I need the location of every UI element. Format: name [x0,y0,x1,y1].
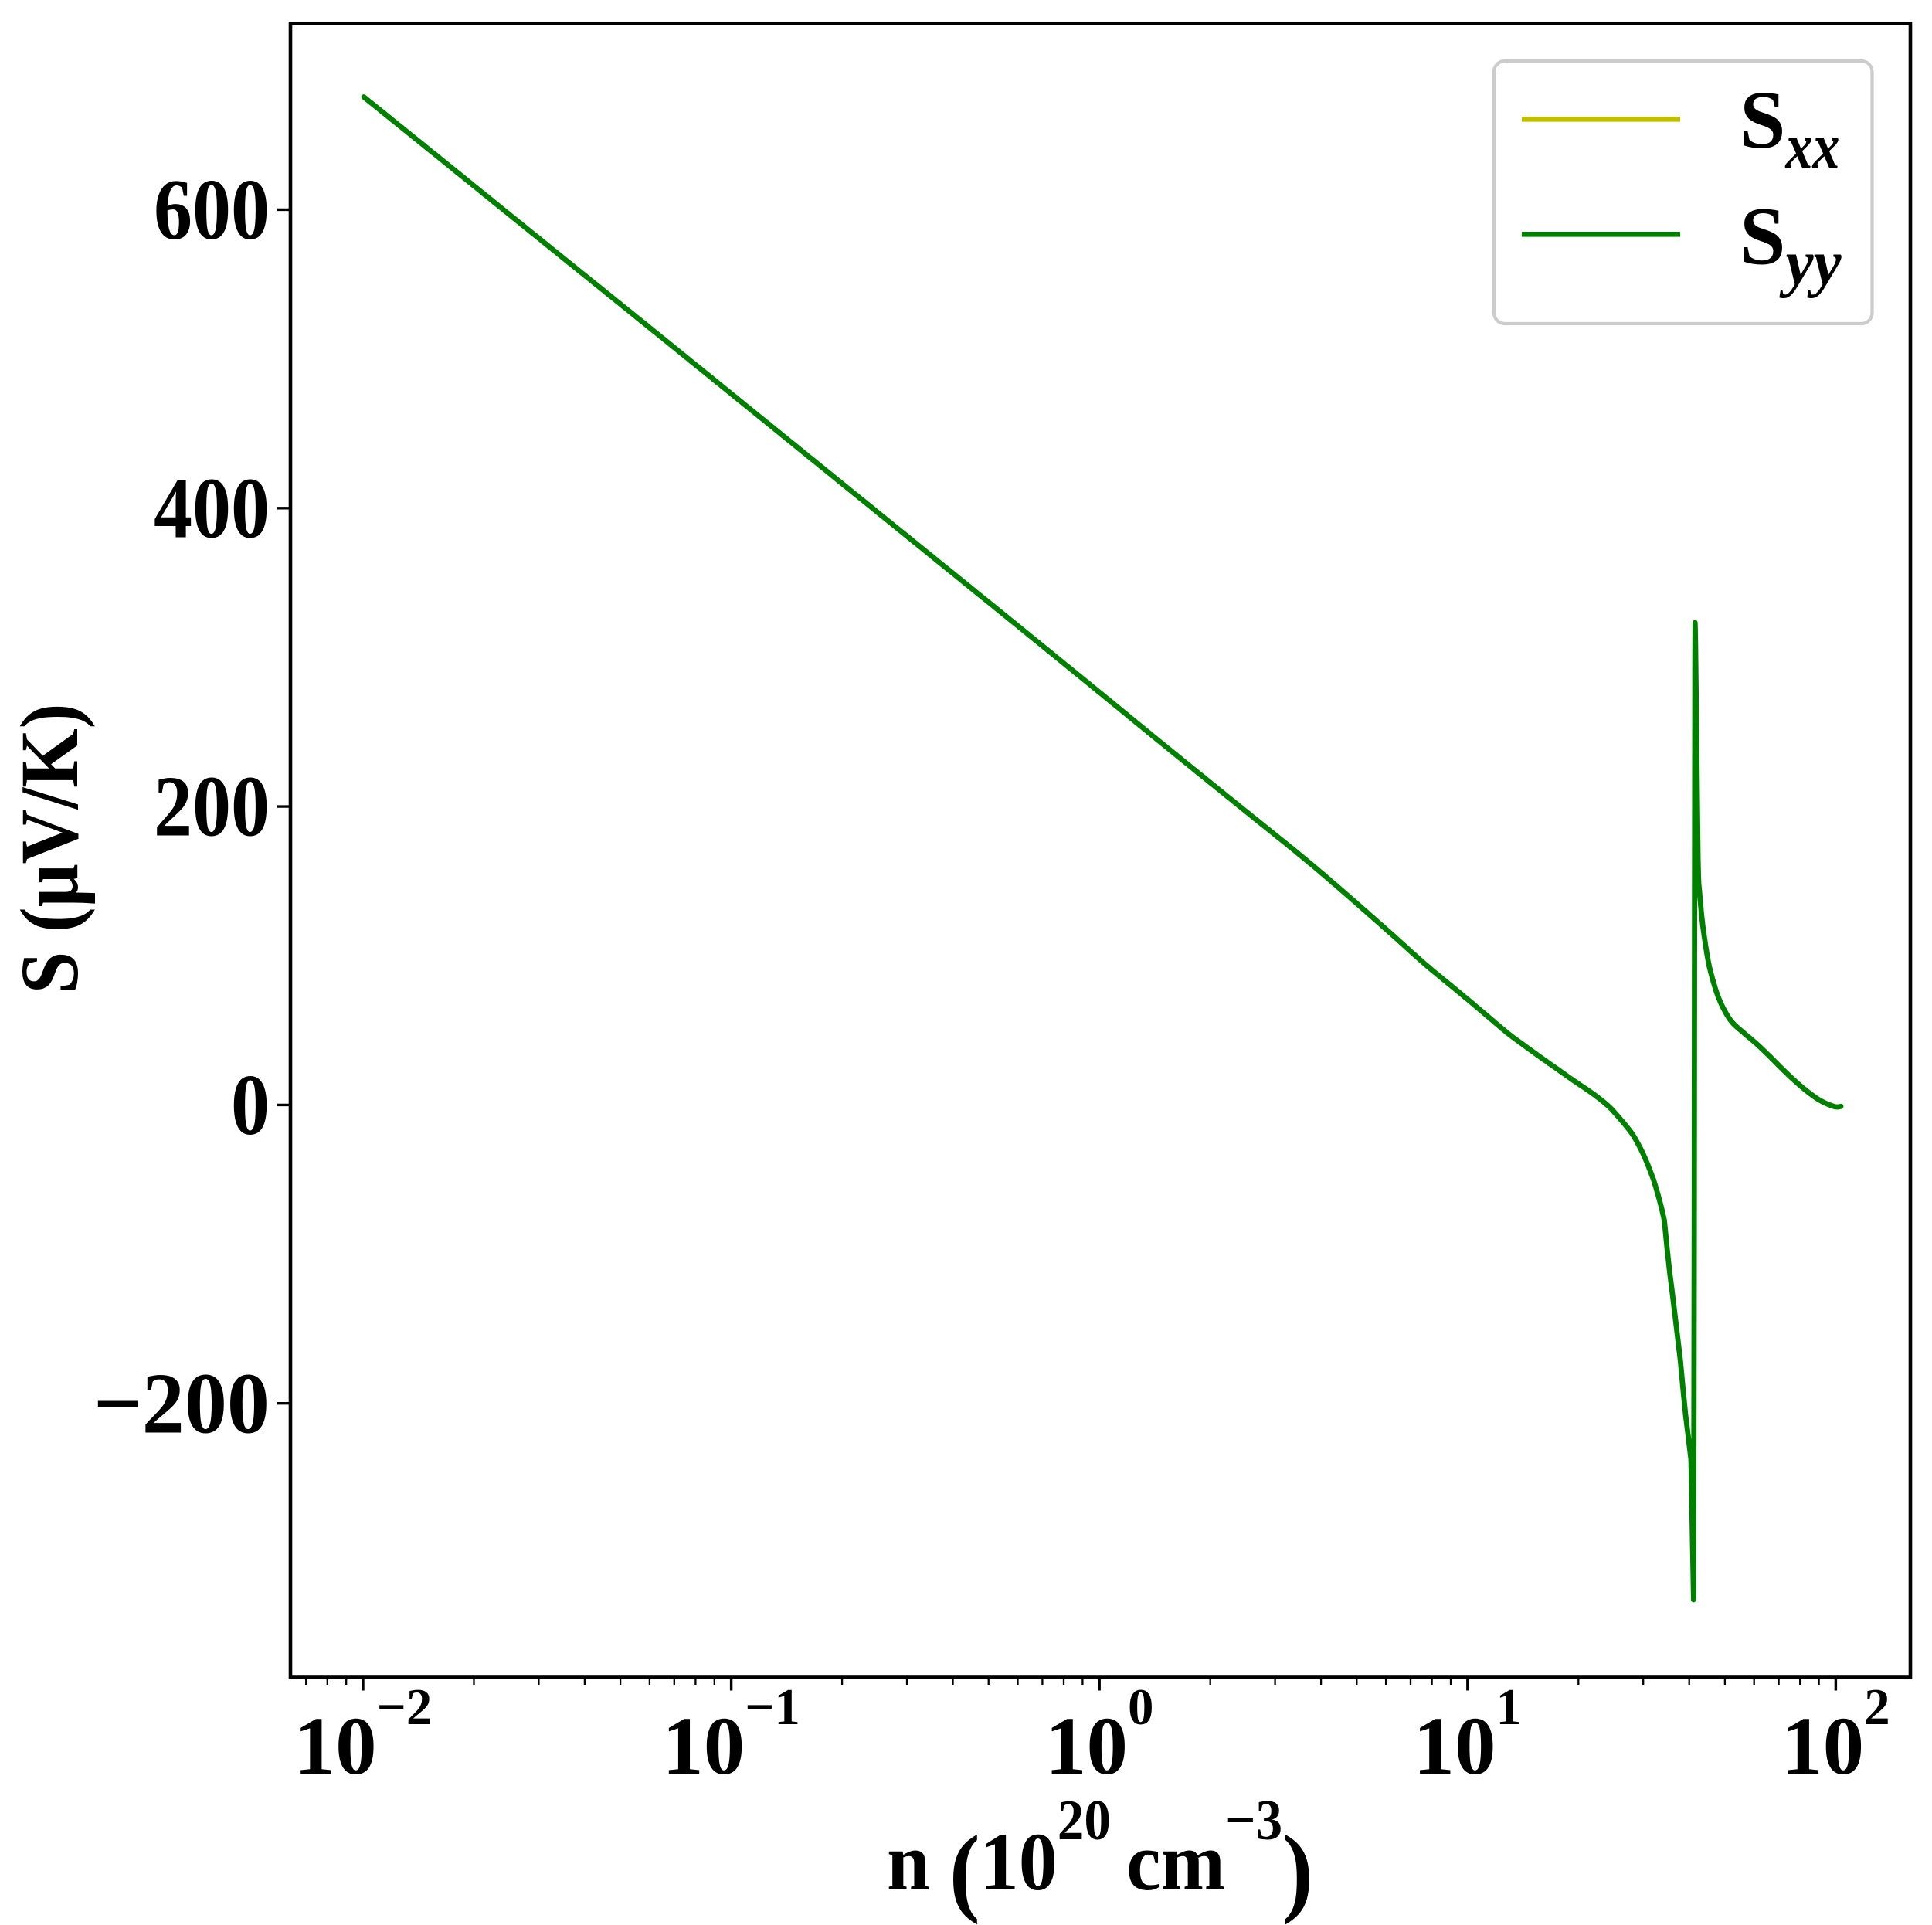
svg-text:200: 200 [154,759,270,855]
svg-text:S (μV/K): S (μV/K) [5,704,96,994]
svg-text:0: 0 [231,1058,270,1153]
svg-text:−200: −200 [93,1356,270,1451]
svg-text:600: 600 [154,162,270,258]
svg-text:400: 400 [154,460,270,556]
